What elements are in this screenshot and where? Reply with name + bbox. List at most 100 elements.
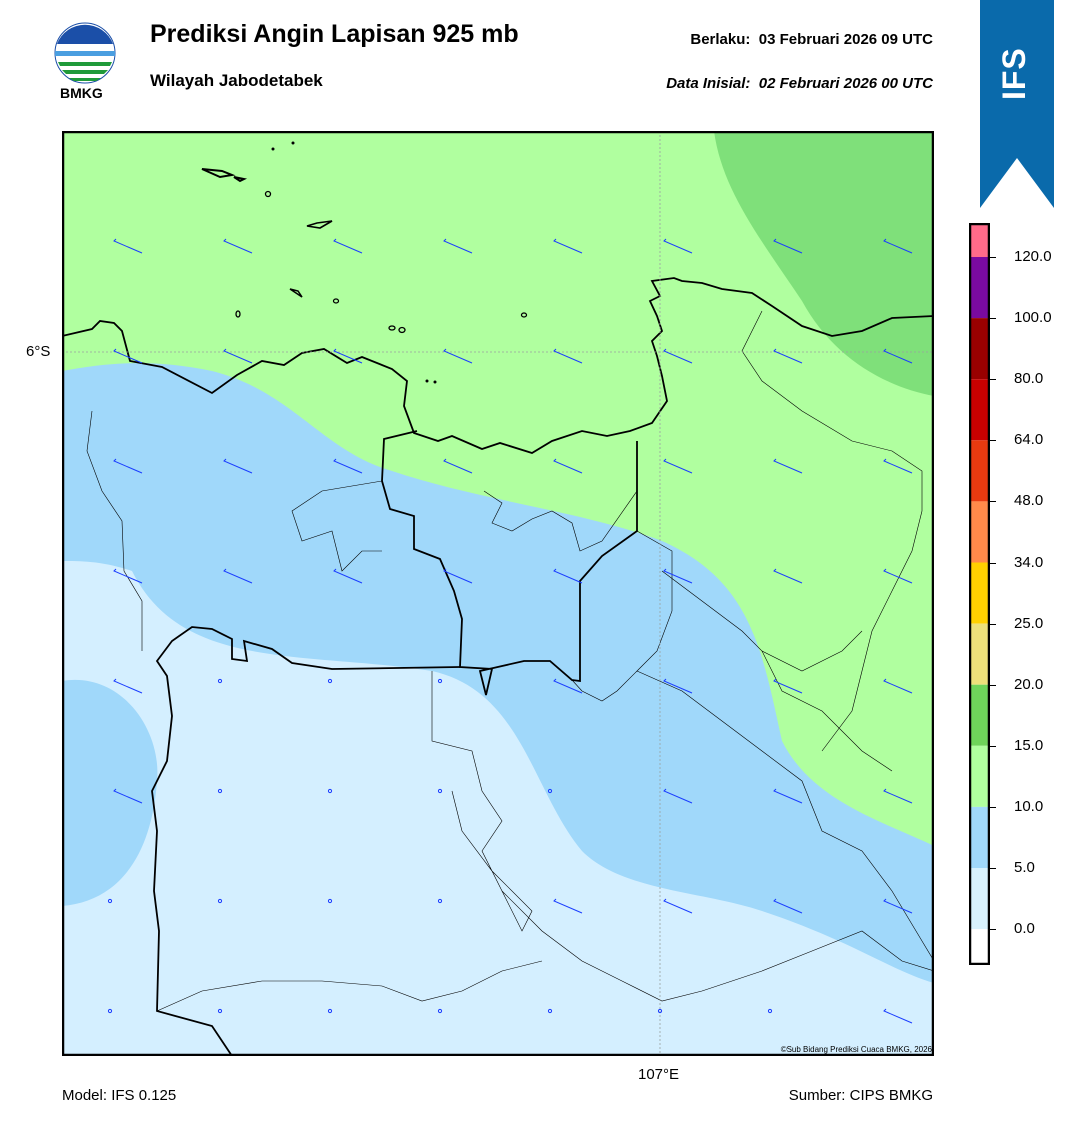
- colorbar-label: 10.0: [1014, 797, 1044, 815]
- wind-barb-icon: [443, 568, 473, 584]
- colorbar-label: 34.0: [1014, 553, 1044, 571]
- wind-barb-icon: [883, 348, 913, 364]
- calm-wind-icon: [437, 788, 443, 794]
- wind-barb-icon: [553, 348, 583, 364]
- wind-barb-icon: [663, 788, 693, 804]
- wind-barb-icon: [663, 458, 693, 474]
- colorbar-swatch: [971, 501, 988, 563]
- colorbar-tick: [990, 562, 996, 564]
- calm-wind-icon: [327, 678, 333, 684]
- init-value: 02 Februari 2026 00 UTC: [758, 75, 933, 92]
- calm-wind-icon: [327, 1008, 333, 1014]
- wind-barb-icon: [443, 348, 473, 364]
- wind-barb-icon: [663, 678, 693, 694]
- wind-barb-icon: [113, 348, 143, 364]
- calm-wind-icon: [547, 1008, 553, 1014]
- colorbar-tick: [990, 318, 996, 320]
- wind-barb-icon: [443, 238, 473, 254]
- init-label: Data Inisial:: [666, 75, 751, 92]
- wind-barb-icon: [113, 458, 143, 474]
- calm-wind-icon: [107, 898, 113, 904]
- wind-barb-icon: [773, 458, 803, 474]
- colorbar-tick: [990, 257, 996, 258]
- wind-barb-icon: [773, 788, 803, 804]
- colorbar-swatch: [971, 868, 988, 930]
- colorbar-swatches: [968, 222, 991, 991]
- wind-barb-icon: [553, 898, 583, 914]
- calm-wind-icon: [217, 1008, 223, 1014]
- valid-value: 03 Februari 2026 09 UTC: [758, 31, 933, 48]
- wind-barb-icon: [773, 568, 803, 584]
- wind-barb-icon: [883, 898, 913, 914]
- colorbar-swatch: [971, 745, 988, 807]
- page-title: Prediksi Angin Lapisan 925 mb: [150, 20, 519, 48]
- wind-barb-icon: [773, 898, 803, 914]
- lat-label: 6°S: [26, 343, 51, 360]
- colorbar-label: 120.0: [1014, 248, 1052, 265]
- colorbar-label: 20.0: [1014, 675, 1044, 693]
- model-info: Model: IFS 0.125: [62, 1087, 177, 1104]
- calm-wind-icon: [547, 788, 553, 794]
- wind-barb-icon: [553, 238, 583, 254]
- colorbar-label: 80.0: [1014, 370, 1044, 388]
- wind-map: ©Sub Bidang Prediksi Cuaca BMKG, 2026: [61, 130, 935, 1057]
- wind-barb-icon: [773, 348, 803, 364]
- wind-barb-icon: [333, 458, 363, 474]
- colorbar-swatch: [971, 562, 988, 624]
- colorbar-label: 0.0: [1014, 920, 1035, 938]
- source-info: Sumber: CIPS BMKG: [788, 1087, 933, 1104]
- logo-text: BMKG: [60, 85, 103, 101]
- wind-barb-icon: [553, 458, 583, 474]
- colorbar-swatch: [971, 806, 988, 868]
- init-time: Data Inisial: 02 Februari 2026 00 UTC: [666, 75, 933, 92]
- colorbar-swatch: [971, 379, 988, 441]
- calm-wind-icon: [327, 898, 333, 904]
- colorbar-label: 15.0: [1014, 736, 1044, 754]
- colorbar-tick: [990, 379, 996, 381]
- wind-barbs: [107, 238, 913, 1024]
- calm-wind-icon: [217, 678, 223, 684]
- lon-label: 107°E: [638, 1066, 680, 1083]
- colorbar-label: 100.0: [1014, 309, 1052, 327]
- colorbar-label: 48.0: [1014, 492, 1044, 510]
- colorbar-swatch: [971, 440, 988, 502]
- wind-barb-icon: [883, 568, 913, 584]
- bmkg-logo-icon: [54, 22, 116, 84]
- calm-wind-icon: [217, 788, 223, 794]
- wind-barb-icon: [113, 568, 143, 584]
- wind-barb-icon: [113, 678, 143, 694]
- page-subtitle: Wilayah Jabodetabek: [150, 71, 323, 90]
- calm-wind-icon: [437, 1008, 443, 1014]
- calm-wind-icon: [657, 1008, 663, 1014]
- colorbar-swatch: [971, 623, 988, 685]
- wind-barb-icon: [883, 458, 913, 474]
- colorbar-swatch: [971, 929, 988, 991]
- colorbar: [968, 222, 991, 991]
- colorbar-swatch: [971, 225, 988, 257]
- colorbar-tick: [990, 623, 996, 625]
- wind-barb-icon: [883, 788, 913, 804]
- wind-barb-icon: [883, 238, 913, 254]
- colorbar-label: 25.0: [1014, 614, 1044, 632]
- wind-barb-icon: [883, 1008, 913, 1024]
- wind-barb-icon: [223, 568, 253, 584]
- colorbar-swatch: [971, 684, 988, 746]
- wind-barb-icon: [663, 348, 693, 364]
- colorbar-tick: [990, 806, 996, 808]
- calm-wind-icon: [437, 678, 443, 684]
- wind-barb-icon: [773, 238, 803, 254]
- calm-wind-icon: [107, 1008, 113, 1014]
- wind-barb-icon: [223, 348, 253, 364]
- colorbar-label: 64.0: [1014, 431, 1044, 449]
- colorbar-tick: [990, 684, 996, 686]
- colorbar-tick: [990, 929, 996, 931]
- ifs-banner: IFS: [980, 0, 1054, 208]
- wind-barb-icon: [883, 678, 913, 694]
- wind-barb-icon: [333, 238, 363, 254]
- colorbar-swatch: [971, 257, 988, 319]
- wind-barb-icon: [223, 238, 253, 254]
- wind-barb-icon: [663, 568, 693, 584]
- wind-barb-icon: [223, 458, 253, 474]
- colorbar-tick: [990, 745, 996, 747]
- wind-barb-icon: [663, 238, 693, 254]
